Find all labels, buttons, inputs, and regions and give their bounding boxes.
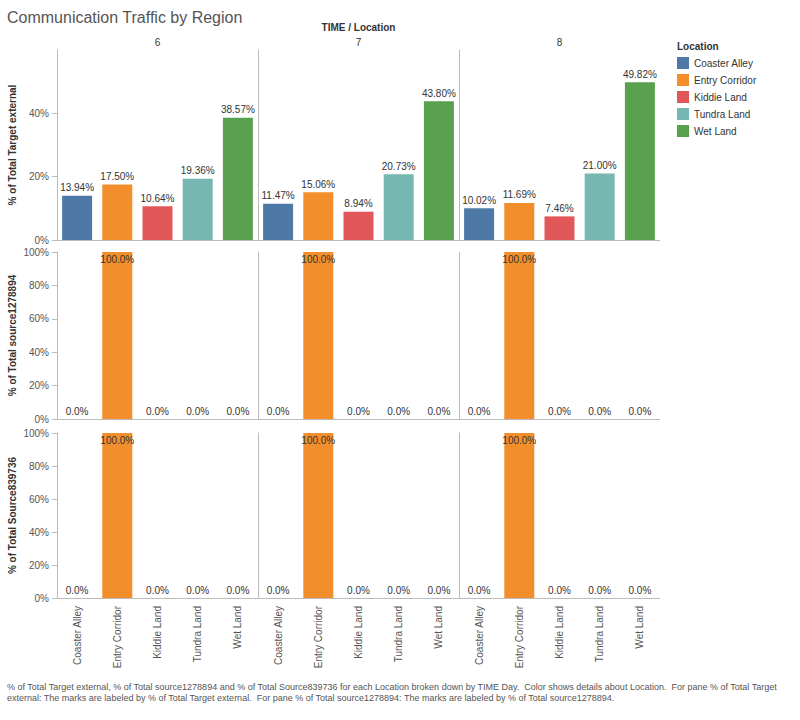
svg-text:Wet Land: Wet Land bbox=[433, 606, 444, 649]
svg-text:external: The marks are labele: external: The marks are labeled by % of … bbox=[7, 693, 614, 703]
svg-text:20%: 20% bbox=[29, 560, 49, 571]
svg-text:0%: 0% bbox=[35, 593, 50, 604]
svg-text:0.0%: 0.0% bbox=[146, 585, 169, 596]
svg-text:Entry Corridor: Entry Corridor bbox=[514, 605, 525, 668]
svg-text:40%: 40% bbox=[29, 347, 49, 358]
svg-text:% of Total source1278894: % of Total source1278894 bbox=[7, 274, 18, 396]
svg-text:Coaster Alley: Coaster Alley bbox=[72, 606, 83, 665]
svg-text:10.02%: 10.02% bbox=[462, 195, 496, 206]
svg-text:8: 8 bbox=[557, 37, 563, 48]
svg-text:0.0%: 0.0% bbox=[227, 585, 250, 596]
svg-text:13.94%: 13.94% bbox=[60, 182, 94, 193]
svg-text:60%: 60% bbox=[29, 313, 49, 324]
svg-text:0.0%: 0.0% bbox=[347, 406, 370, 417]
svg-text:49.82%: 49.82% bbox=[623, 69, 657, 80]
svg-text:Entry Corridor: Entry Corridor bbox=[694, 75, 757, 86]
svg-text:Wet Land: Wet Land bbox=[694, 126, 737, 137]
svg-text:Tundra Land: Tundra Land bbox=[192, 606, 203, 662]
svg-text:TIME / Location: TIME / Location bbox=[322, 22, 396, 33]
svg-text:Kiddie Land: Kiddie Land bbox=[694, 92, 747, 103]
svg-text:0.0%: 0.0% bbox=[267, 406, 290, 417]
svg-text:Coaster Alley: Coaster Alley bbox=[273, 606, 284, 665]
svg-text:20%: 20% bbox=[29, 380, 49, 391]
svg-text:Coaster Alley: Coaster Alley bbox=[694, 58, 753, 69]
svg-text:% of Total Target external, %: % of Total Target external, % of Total s… bbox=[7, 682, 779, 692]
svg-text:100%: 100% bbox=[23, 428, 49, 439]
svg-text:20%: 20% bbox=[29, 171, 49, 182]
svg-text:0.0%: 0.0% bbox=[146, 406, 169, 417]
svg-text:Location: Location bbox=[677, 41, 719, 52]
svg-text:0.0%: 0.0% bbox=[629, 585, 652, 596]
svg-text:Kiddie Land: Kiddie Land bbox=[152, 606, 163, 659]
svg-text:0.0%: 0.0% bbox=[548, 406, 571, 417]
svg-text:38.57%: 38.57% bbox=[221, 104, 255, 115]
svg-text:20.73%: 20.73% bbox=[382, 161, 416, 172]
svg-text:10.64%: 10.64% bbox=[141, 193, 175, 204]
svg-text:0.0%: 0.0% bbox=[428, 406, 451, 417]
svg-text:Tundra Land: Tundra Land bbox=[694, 109, 750, 120]
svg-text:7.46%: 7.46% bbox=[545, 203, 573, 214]
svg-text:40%: 40% bbox=[29, 108, 49, 119]
svg-text:Entry Corridor: Entry Corridor bbox=[112, 605, 123, 668]
svg-text:100.0%: 100.0% bbox=[502, 254, 536, 265]
svg-text:100.0%: 100.0% bbox=[502, 435, 536, 446]
svg-text:0.0%: 0.0% bbox=[588, 585, 611, 596]
svg-text:0.0%: 0.0% bbox=[428, 585, 451, 596]
svg-text:% of Total Source839736: % of Total Source839736 bbox=[7, 457, 18, 575]
svg-text:17.50%: 17.50% bbox=[100, 171, 134, 182]
svg-text:0.0%: 0.0% bbox=[186, 406, 209, 417]
svg-text:60%: 60% bbox=[29, 494, 49, 505]
svg-text:6: 6 bbox=[155, 37, 161, 48]
svg-text:11.47%: 11.47% bbox=[262, 190, 295, 201]
svg-text:Wet Land: Wet Land bbox=[232, 606, 243, 649]
svg-text:0.0%: 0.0% bbox=[267, 585, 290, 596]
svg-text:43.80%: 43.80% bbox=[422, 88, 456, 99]
svg-text:0.0%: 0.0% bbox=[548, 585, 571, 596]
svg-text:Entry Corridor: Entry Corridor bbox=[313, 605, 324, 668]
svg-text:11.69%: 11.69% bbox=[503, 189, 536, 200]
svg-text:80%: 80% bbox=[29, 461, 49, 472]
svg-text:100.0%: 100.0% bbox=[301, 435, 335, 446]
svg-text:15.06%: 15.06% bbox=[301, 179, 335, 190]
svg-text:40%: 40% bbox=[29, 527, 49, 538]
svg-text:0.0%: 0.0% bbox=[347, 585, 370, 596]
svg-text:Tundra Land: Tundra Land bbox=[393, 606, 404, 662]
svg-text:7: 7 bbox=[356, 37, 362, 48]
svg-text:0.0%: 0.0% bbox=[66, 406, 89, 417]
svg-text:80%: 80% bbox=[29, 280, 49, 291]
svg-text:0.0%: 0.0% bbox=[387, 585, 410, 596]
svg-text:0.0%: 0.0% bbox=[387, 406, 410, 417]
svg-text:0.0%: 0.0% bbox=[468, 406, 491, 417]
svg-text:8.94%: 8.94% bbox=[344, 198, 372, 209]
svg-text:0.0%: 0.0% bbox=[66, 585, 89, 596]
svg-text:100.0%: 100.0% bbox=[100, 435, 134, 446]
svg-text:100%: 100% bbox=[23, 247, 49, 258]
svg-text:% of Total Target external: % of Total Target external bbox=[7, 84, 18, 205]
svg-text:100.0%: 100.0% bbox=[100, 254, 134, 265]
svg-text:0%: 0% bbox=[35, 235, 50, 246]
svg-text:100.0%: 100.0% bbox=[301, 254, 335, 265]
svg-text:Kiddie Land: Kiddie Land bbox=[554, 606, 565, 659]
svg-text:Communication Traffic by Regio: Communication Traffic by Region bbox=[7, 9, 242, 26]
svg-text:21.00%: 21.00% bbox=[583, 160, 617, 171]
svg-text:Kiddie Land: Kiddie Land bbox=[353, 606, 364, 659]
svg-text:0.0%: 0.0% bbox=[588, 406, 611, 417]
svg-text:0%: 0% bbox=[35, 414, 50, 425]
svg-text:0.0%: 0.0% bbox=[227, 406, 250, 417]
svg-text:0.0%: 0.0% bbox=[629, 406, 652, 417]
svg-text:0.0%: 0.0% bbox=[468, 585, 491, 596]
svg-text:Wet Land: Wet Land bbox=[634, 606, 645, 649]
svg-text:19.36%: 19.36% bbox=[181, 165, 215, 176]
svg-text:Coaster Alley: Coaster Alley bbox=[474, 606, 485, 665]
svg-text:0.0%: 0.0% bbox=[186, 585, 209, 596]
svg-text:Tundra Land: Tundra Land bbox=[594, 606, 605, 662]
